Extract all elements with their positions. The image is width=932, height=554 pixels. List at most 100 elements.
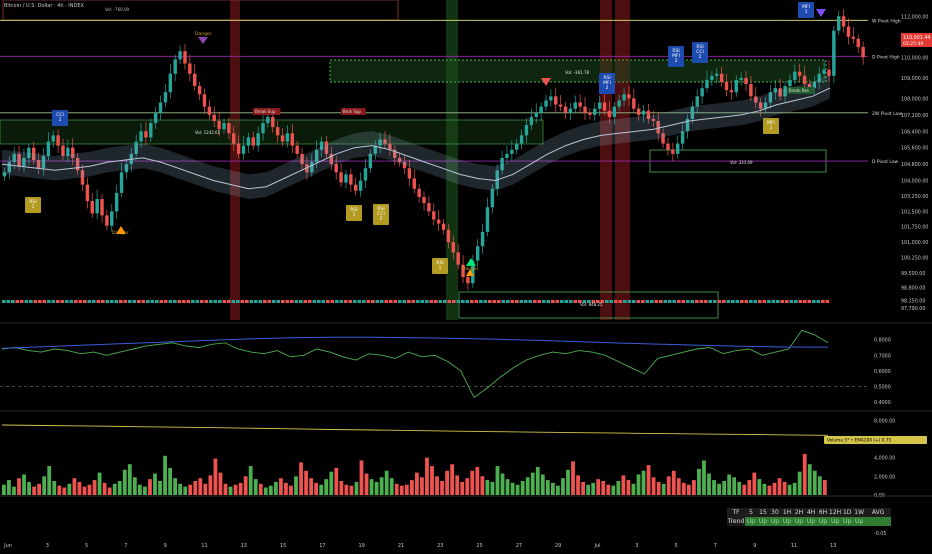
volume-bar	[7, 480, 11, 495]
time-axis-label: 13	[830, 543, 836, 549]
volume-bar	[747, 480, 752, 495]
up-triangle	[466, 258, 476, 266]
candle-body	[358, 180, 363, 191]
candle-body	[754, 96, 758, 103]
volume-bar	[344, 484, 349, 495]
candle-body	[710, 75, 714, 80]
candle-body	[85, 184, 90, 202]
candle-body	[841, 16, 846, 27]
trend-strip-dot	[398, 300, 402, 303]
trend-strip-dot	[794, 300, 798, 303]
candle-body	[158, 102, 163, 113]
trend-strip-dot	[641, 300, 645, 303]
trend-strip-dot	[164, 300, 168, 303]
volume-bar	[238, 482, 243, 495]
signal-badge-text: RSI	[377, 206, 384, 212]
trend-strip-dot	[429, 300, 434, 303]
candle-body	[519, 135, 524, 144]
candle-body	[202, 94, 207, 107]
volume-bar	[22, 474, 26, 495]
volume-bar	[752, 472, 757, 495]
zone-label: Brok Sup	[343, 109, 361, 114]
volume-bar	[253, 479, 258, 495]
volume-bar	[198, 478, 203, 495]
volume-bar	[37, 483, 42, 495]
candle-body	[349, 174, 353, 185]
volume-bar	[787, 484, 792, 495]
signal-badge	[599, 73, 615, 94]
trend-table: TF 5 15 30 1H 2H 4H 6H 12H 1D 1W AVG Trend Up Up Up U…	[727, 508, 892, 526]
trend-strip-dot	[789, 300, 794, 303]
volume-bar	[404, 484, 409, 495]
trend-strip-dot	[699, 300, 704, 303]
candle-body	[110, 211, 114, 226]
time-axis-label: 7	[124, 543, 127, 549]
volume-bar	[485, 480, 490, 495]
candle-body	[568, 108, 573, 113]
candle-body	[344, 174, 348, 183]
trend-strip-dot	[816, 300, 821, 303]
candle-body	[466, 277, 470, 284]
candle-body	[388, 143, 392, 150]
candle-body	[505, 153, 509, 158]
volume-bar	[12, 486, 16, 495]
trend-strip-dot	[416, 300, 420, 303]
volume-bar	[208, 475, 213, 495]
time-axis-label: 5	[675, 543, 678, 549]
trend-strip-dot	[402, 300, 407, 303]
volume-bar	[510, 482, 515, 495]
trend-strip-dot	[276, 300, 281, 303]
signal-badge-text: RSI	[350, 207, 357, 213]
highlight-column	[615, 0, 630, 320]
candle-body	[827, 69, 831, 76]
trend-strip-dot	[6, 300, 11, 303]
candle-body	[114, 192, 119, 212]
volume-bar	[153, 473, 157, 495]
volume-bar	[606, 484, 611, 495]
volume-bar	[82, 486, 87, 495]
time-axis-label: 19	[359, 543, 365, 549]
time-axis-label: Jul	[593, 543, 600, 549]
trend-table-value: Up	[757, 517, 769, 526]
volume-bar	[807, 464, 812, 495]
trend-strip-dot	[110, 300, 114, 303]
zone-label-top: Vol: -760.09	[105, 7, 129, 12]
candle-body	[232, 133, 236, 144]
volume-bar	[67, 483, 72, 495]
candle-body	[832, 30, 836, 76]
time-axis-label: 29	[555, 543, 561, 549]
candle-body	[524, 125, 529, 136]
candle-body	[700, 88, 704, 97]
candle-body	[671, 149, 675, 154]
trend-table-value: Up	[769, 517, 781, 526]
candle-body	[261, 123, 265, 134]
trend-strip-dot	[51, 300, 56, 303]
zone-label: Vol: 333.09	[730, 160, 753, 165]
candle-body	[851, 36, 856, 39]
candle-body	[739, 77, 743, 80]
volume-bar	[158, 481, 162, 495]
trend-strip-dot	[632, 300, 636, 303]
candle-body	[456, 252, 460, 265]
candle-body	[324, 141, 329, 154]
signal-badge-text: 2	[606, 85, 609, 91]
trend-strip-dot	[582, 300, 587, 303]
trend-strip-dot	[704, 300, 708, 303]
trend-table-avg-value	[865, 517, 892, 526]
highlight-column	[230, 0, 240, 320]
trend-strip-dot	[434, 300, 438, 303]
candle-body	[661, 133, 665, 144]
trend-strip-dot	[42, 300, 47, 303]
time-axis-label: 15	[280, 543, 286, 549]
candle-body	[807, 84, 812, 89]
volume-bar	[394, 483, 399, 495]
symbol-title[interactable]: Bitcoin / U.S. Dollar · 4h · INDEX	[4, 3, 84, 9]
time-axis-label: 13	[241, 543, 247, 549]
trend-strip-dot	[69, 300, 74, 303]
trend-strip-dot	[443, 300, 447, 303]
trend-strip-dot	[488, 300, 492, 303]
trend-strip-dot	[173, 300, 177, 303]
volume-bar	[349, 485, 354, 495]
signal-badge-text: MFI	[672, 53, 680, 59]
